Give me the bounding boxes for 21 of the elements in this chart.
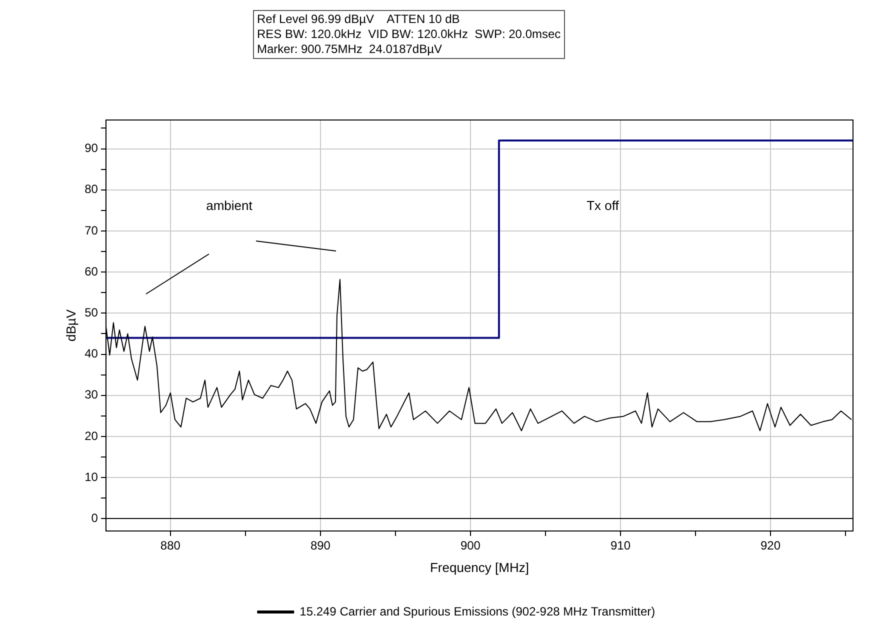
y-tick-label: 60 — [84, 264, 98, 278]
x-axis-title: Frequency [MHz] — [430, 560, 529, 575]
x-tick-label: 920 — [760, 538, 781, 553]
y-tick-label: 50 — [84, 305, 98, 320]
x-tick-label: 900 — [460, 538, 481, 553]
x-tick-label: 890 — [310, 538, 331, 553]
y-tick-label: 0 — [91, 510, 98, 525]
y-axis-title: dBµV — [63, 309, 78, 342]
y-tick-label: 40 — [84, 346, 98, 361]
y-tick-label: 80 — [84, 182, 98, 196]
y-tick-label: 20 — [84, 428, 98, 443]
x-tick-label: 910 — [610, 538, 631, 553]
y-tick-label: 30 — [84, 388, 98, 402]
legend-label: 15.249 Carrier and Spurious Emissions (902-928 MHz Transmitter) — [300, 604, 656, 618]
y-tick-label: 70 — [84, 223, 98, 238]
y-tick-label: 90 — [84, 141, 98, 156]
chart-title: Ref Level 96.99 dBµV ATTEN 10 dB RES BW: 120.0kHz VID BW: 120.0kHz SWP: 20.0msec Marker: 900.75MHz 24.0187dBµV — [253, 10, 565, 59]
x-tick-label: 880 — [160, 538, 181, 553]
annotation: Tx off — [586, 198, 620, 213]
y-tick-label: 10 — [84, 470, 98, 484]
annotation: ambient — [206, 198, 253, 213]
